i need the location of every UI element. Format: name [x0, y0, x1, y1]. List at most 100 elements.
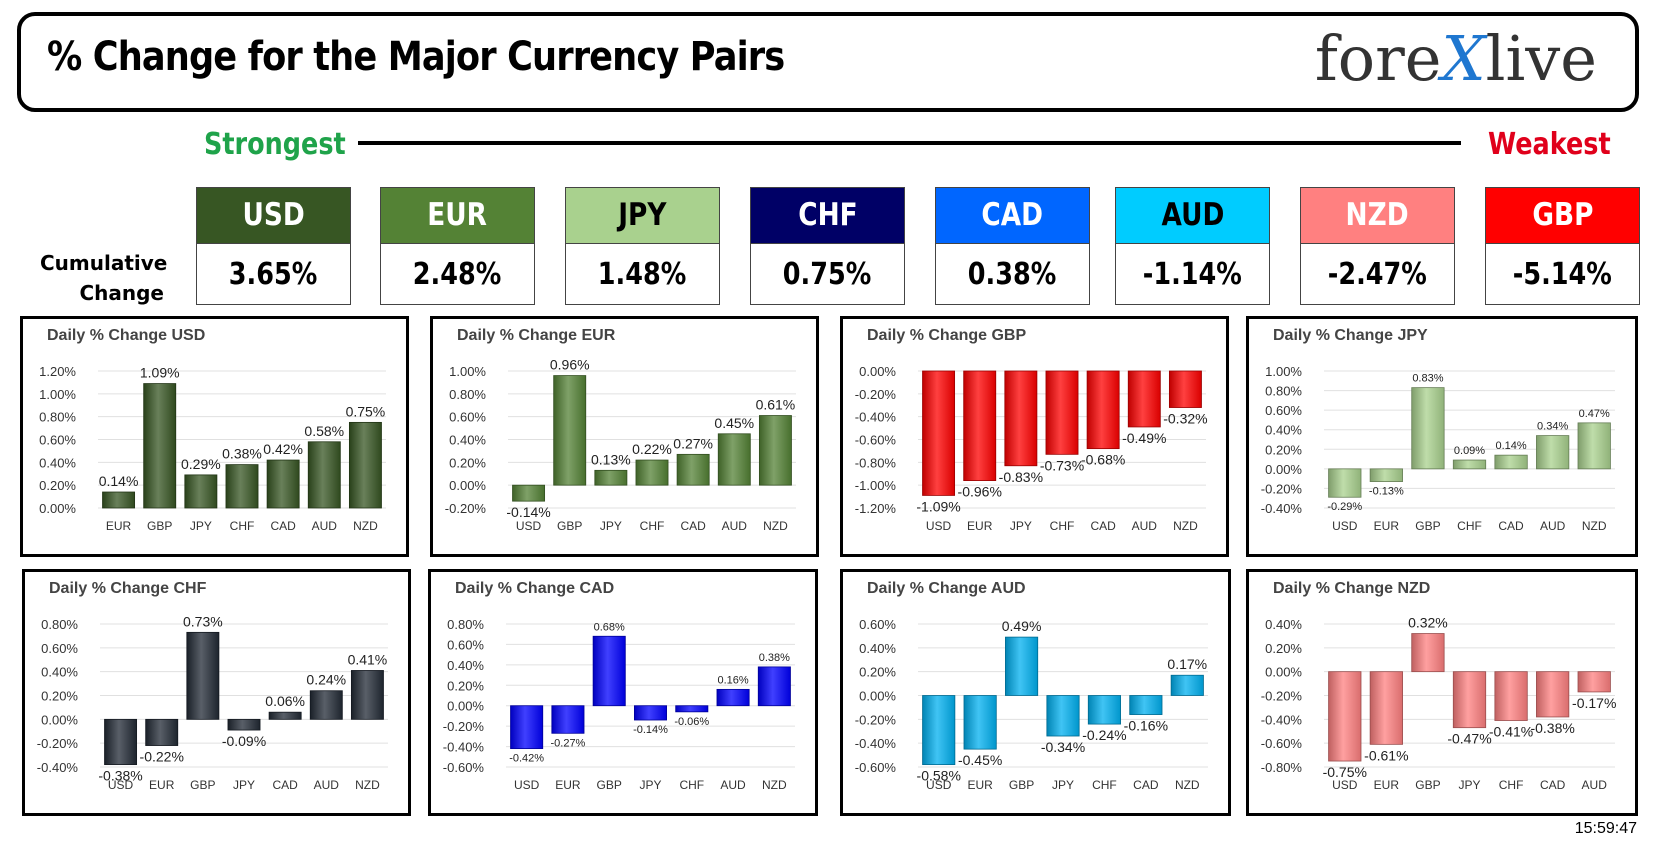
data-label: 0.17% — [1167, 656, 1207, 672]
currency-code: JPY — [566, 188, 719, 244]
y-tick-label: -0.20% — [1261, 481, 1303, 496]
bar-chf — [675, 705, 709, 713]
cumulative-change-value: 2.48% — [413, 257, 502, 292]
y-tick-label: 0.20% — [859, 665, 896, 680]
y-tick-label: -0.20% — [37, 736, 79, 751]
y-tick-label: -0.80% — [855, 455, 897, 470]
bar-cad — [268, 711, 302, 720]
y-tick-label: 0.00% — [447, 699, 484, 714]
y-tick-label: 0.20% — [449, 455, 486, 470]
y-tick-label: 0.60% — [449, 410, 486, 425]
bar-jpy — [227, 718, 261, 731]
data-label: -0.16% — [1124, 718, 1168, 734]
y-tick-label: -0.20% — [855, 712, 897, 727]
chart-title: Daily % Change USD — [47, 327, 206, 344]
cumulative-change-value: -2.47% — [1327, 257, 1428, 292]
data-label: 0.75% — [346, 403, 386, 419]
x-tick-label: AUD — [1582, 778, 1608, 792]
data-label: -0.61% — [1364, 747, 1408, 763]
x-tick-label: USD — [516, 519, 542, 533]
data-label: -0.38% — [98, 768, 142, 784]
title-banner: % Change for the Major Currency Pairs fo… — [17, 12, 1639, 112]
x-tick-label: GBP — [597, 778, 622, 792]
bar-chf — [1087, 695, 1121, 725]
x-tick-label: EUR — [967, 519, 993, 533]
x-tick-label: CHF — [230, 519, 255, 533]
bar-usd — [1328, 671, 1362, 762]
currency-box-aud: AUD -1.14% — [1115, 187, 1270, 305]
bar-aud — [1536, 435, 1570, 470]
bar-jpy — [1004, 370, 1038, 467]
y-tick-label: 0.40% — [1265, 423, 1302, 438]
bar-eur — [963, 370, 997, 481]
x-tick-label: NZD — [1173, 519, 1198, 533]
data-label: 0.14% — [99, 473, 139, 489]
chart-title: Daily % Change CAD — [455, 580, 615, 597]
bar-cad — [1494, 454, 1528, 470]
y-tick-label: -0.60% — [443, 760, 485, 775]
x-tick-label: USD — [514, 778, 540, 792]
currency-box-usd: USD 3.65% — [196, 187, 351, 305]
data-label: 1.09% — [140, 365, 180, 381]
bar-chart: -0.40% -0.20% 0.00% 0.20% 0.40% 0.60% 0.80% -0.… — [37, 613, 388, 792]
bar-chart: 0.00% 0.20% 0.40% 0.60% 0.80% 1.00% 1.20% 0.14%… — [39, 364, 386, 533]
y-tick-label: 0.60% — [41, 641, 78, 656]
chart-panel-gbp: Daily % Change GBP -1.20% -1.00% -0.80% -0.6… — [840, 316, 1229, 557]
x-tick-label: AUD — [1540, 519, 1566, 533]
bar-cad — [266, 459, 300, 509]
y-tick-label: -0.60% — [1261, 736, 1303, 751]
bar-gbp — [1005, 636, 1039, 696]
x-tick-label: EUR — [106, 519, 132, 533]
x-tick-label: GBP — [1415, 778, 1440, 792]
bar-chf — [225, 464, 259, 509]
x-tick-label: AUD — [312, 519, 338, 533]
cumulative-change-label: Cumulative Change — [40, 251, 168, 305]
chart-title: Daily % Change AUD — [867, 580, 1026, 597]
bar-nzd — [1170, 674, 1204, 696]
y-tick-label: 0.20% — [1265, 641, 1302, 656]
data-label: -0.27% — [550, 737, 585, 749]
x-tick-label: JPY — [639, 778, 661, 792]
cumulative-change-value: 1.48% — [598, 257, 687, 292]
weakest-label: Weakest — [1488, 127, 1611, 162]
y-tick-label: -0.40% — [443, 740, 485, 755]
x-tick-label: CAD — [1090, 519, 1116, 533]
cumulative-change-value: -1.14% — [1142, 257, 1243, 292]
bar-usd — [922, 370, 956, 496]
data-label: -0.14% — [633, 724, 668, 736]
data-label: 0.61% — [756, 397, 796, 413]
y-tick-label: 0.20% — [447, 678, 484, 693]
y-tick-label: -0.40% — [855, 410, 897, 425]
bar-jpy — [633, 705, 668, 721]
bar-aud — [307, 441, 341, 509]
x-tick-label: EUR — [1374, 519, 1400, 533]
x-tick-label: CHF — [1092, 778, 1117, 792]
x-tick-label: NZD — [355, 778, 380, 792]
bar-aud — [309, 690, 343, 720]
chart-title: Daily % Change EUR — [457, 327, 616, 344]
y-tick-label: -0.60% — [855, 760, 897, 775]
y-tick-label: -0.40% — [37, 760, 79, 775]
bar-eur — [963, 695, 997, 750]
bar-jpy — [1046, 695, 1080, 737]
y-tick-label: 1.00% — [449, 364, 486, 379]
x-tick-label: USD — [1332, 778, 1358, 792]
y-tick-label: -0.60% — [855, 433, 897, 448]
strength-scale-line — [358, 141, 1461, 145]
currency-code: CHF — [751, 188, 904, 244]
x-tick-label: CHF — [679, 778, 704, 792]
data-label: 0.22% — [632, 441, 672, 457]
bar-eur — [1369, 468, 1403, 482]
x-tick-label: JPY — [190, 519, 212, 533]
y-tick-label: 0.80% — [447, 617, 484, 632]
data-label: 0.16% — [717, 674, 748, 686]
chart-panel-chf: Daily % Change CHF -0.40% -0.20% 0.00% 0.20%… — [22, 569, 411, 816]
chart-title: Daily % Change NZD — [1273, 580, 1431, 597]
bar-chf — [635, 459, 669, 486]
bar-usd — [510, 705, 544, 750]
data-label: 0.47% — [1579, 408, 1610, 420]
x-tick-label: JPY — [1052, 778, 1074, 792]
x-tick-label: NZD — [353, 519, 378, 533]
bar-aud — [717, 433, 751, 486]
currency-box-nzd: NZD -2.47% — [1300, 187, 1455, 305]
